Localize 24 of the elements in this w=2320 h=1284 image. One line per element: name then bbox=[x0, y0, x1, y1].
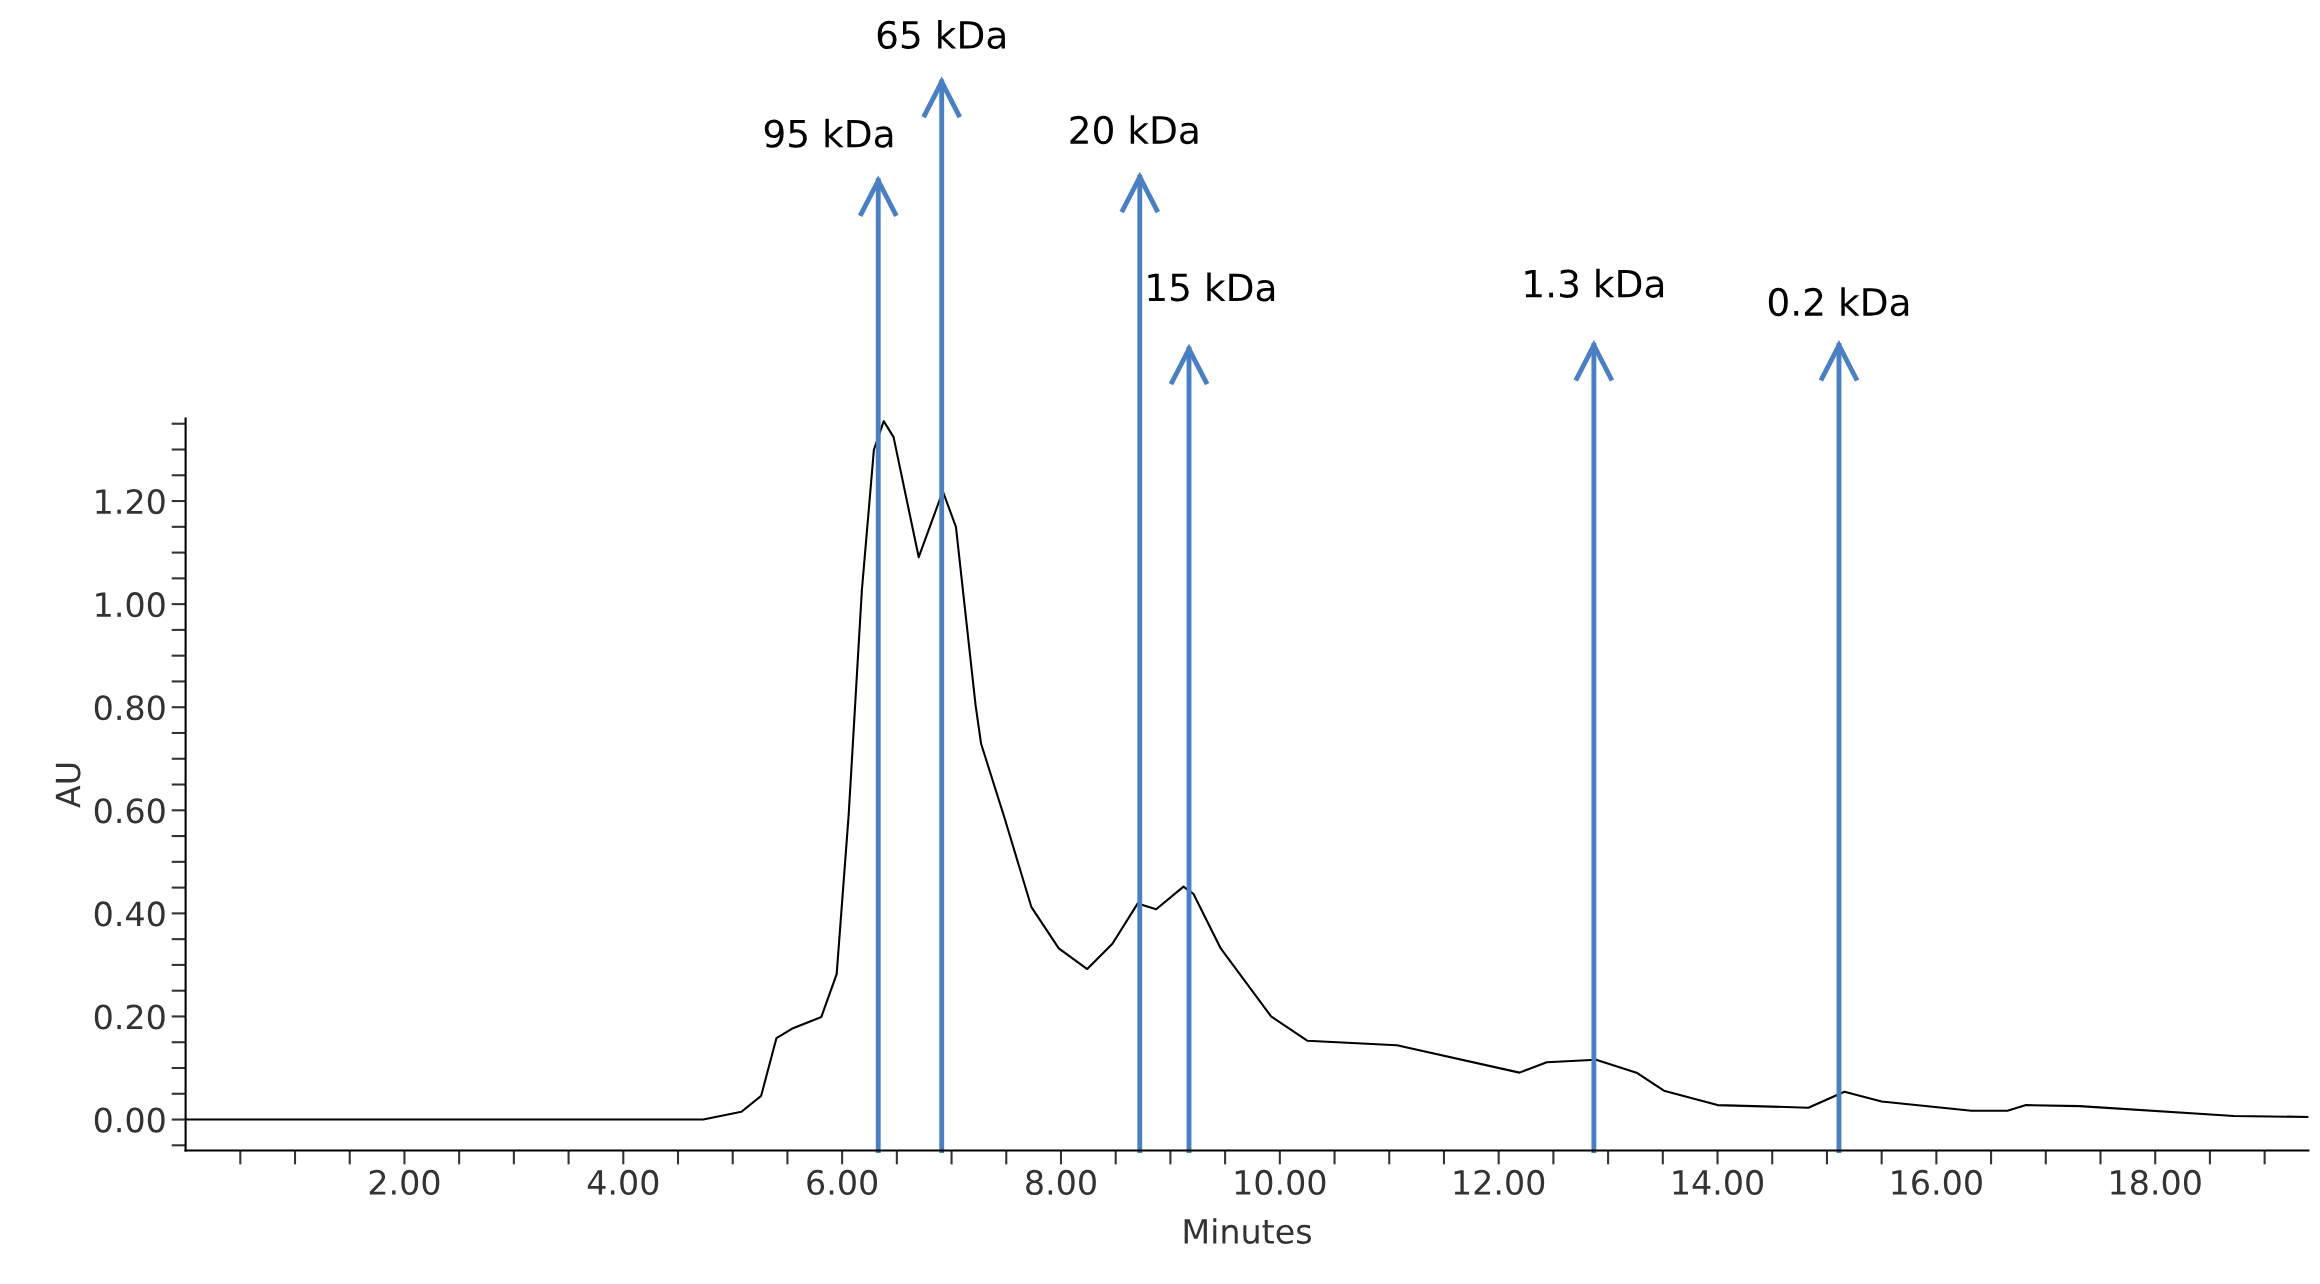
x-axis-title: Minutes bbox=[1184, 1218, 1311, 1244]
y-tick-label: 1.00 bbox=[96, 592, 165, 618]
x-tick-label: 6.00 bbox=[807, 1169, 878, 1196]
ref-line-label: 65 kDa bbox=[877, 20, 1005, 50]
x-tick-label: 4.00 bbox=[587, 1169, 659, 1196]
y-tick-label: 0.00 bbox=[94, 1107, 165, 1133]
y-tick-label: 0.60 bbox=[94, 798, 165, 824]
x-tick-label: 2.00 bbox=[369, 1169, 440, 1196]
ref-line-label: 1.3 kDa bbox=[1525, 268, 1664, 298]
ref-line-label: 15 kDa bbox=[1148, 272, 1275, 302]
x-tick-label: 14.00 bbox=[1673, 1169, 1764, 1196]
x-tick-label: 8.00 bbox=[1026, 1169, 1096, 1196]
ref-line-label: 0.2 kDa bbox=[1768, 287, 1909, 317]
x-tick-label: 10.00 bbox=[1235, 1169, 1326, 1196]
y-tick-label: 0.40 bbox=[94, 901, 165, 927]
x-tick-label: 18.00 bbox=[2111, 1169, 2201, 1196]
ref-line-label: 95 kDa bbox=[764, 118, 893, 148]
x-tick-label: 16.00 bbox=[1892, 1169, 1982, 1196]
y-tick-label: 0.20 bbox=[94, 1004, 165, 1030]
y-tick-label: 1.20 bbox=[96, 488, 165, 515]
ref-line-label: 20 kDa bbox=[1070, 115, 1198, 145]
y-tick-label: 0.80 bbox=[94, 695, 165, 721]
x-tick-label: 12.00 bbox=[1454, 1169, 1545, 1196]
y-axis-title: AU bbox=[55, 763, 81, 808]
